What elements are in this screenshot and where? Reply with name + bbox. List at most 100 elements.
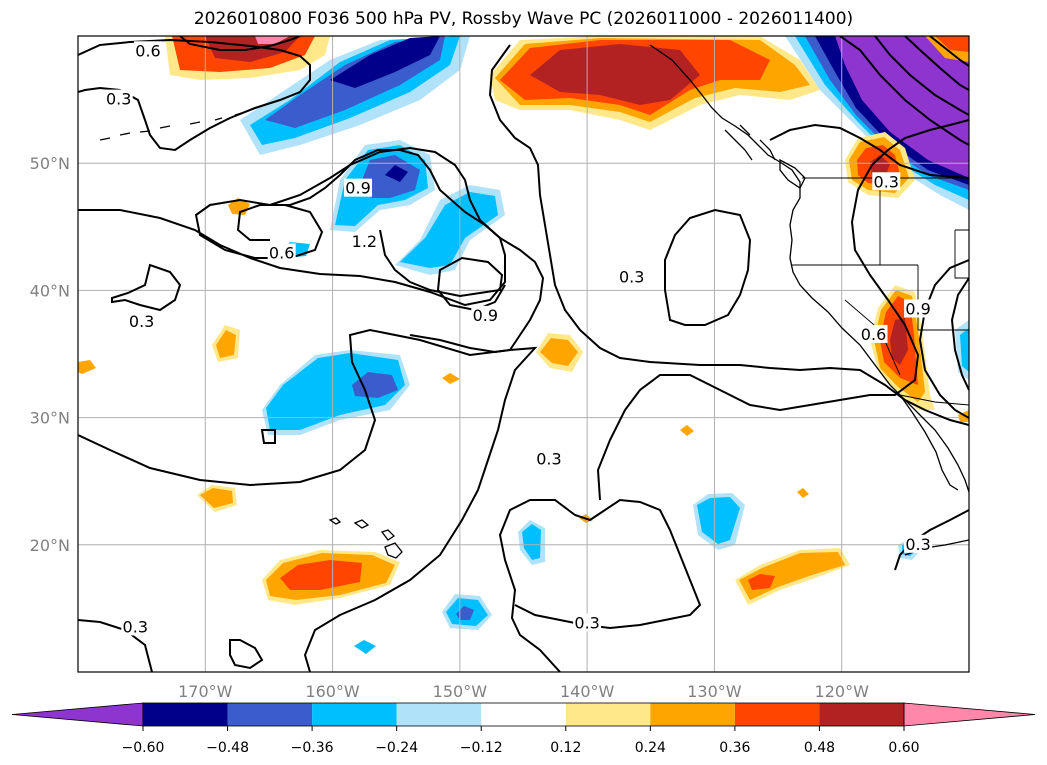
- contour-label-bg: [904, 299, 933, 318]
- colorbar: −0.60 −0.48 −0.36 −0.24 −0.12 0.12 0.24 0.36 0.4…: [11, 702, 1036, 756]
- alaska-panhandle-islands: [724, 124, 776, 161]
- contour-loop-09: [379, 229, 506, 312]
- lon-tick-label: 140°W: [560, 682, 615, 701]
- cold-anomaly-south-3-sky: [697, 497, 740, 544]
- warm-anomaly-nw-pink: [255, 36, 290, 44]
- vancouver-island: [779, 158, 806, 189]
- contour-label-bg: [121, 617, 150, 636]
- contour-south-03: [498, 498, 702, 672]
- contour-label: 0.9: [345, 179, 370, 198]
- colorbar-segment: [312, 703, 397, 726]
- colorbar-segment: [481, 703, 566, 726]
- us-mexico-border: [899, 394, 969, 406]
- cold-anomaly-tiny-1: [354, 640, 376, 654]
- cold-anomaly-south-1-royal: [456, 606, 474, 620]
- lon-tick-label: 160°W: [305, 682, 360, 701]
- contour-label: 0.3: [123, 617, 148, 636]
- lon-tick-label: 150°W: [433, 682, 488, 701]
- colorbar-extend-max: [903, 702, 1036, 727]
- warm-anomaly-goa-red: [530, 44, 700, 105]
- colorbar-tick-label: 0.24: [635, 740, 666, 756]
- colorbar-tick-label: 0.48: [804, 740, 835, 756]
- warm-anomaly-hawaii-or: [280, 560, 362, 590]
- contour-ne-lines-2: [874, 36, 969, 116]
- colorbar-segment: [565, 703, 651, 726]
- warm-anomaly-small-2-orange: [216, 330, 236, 358]
- contour-label-bg: [573, 613, 602, 632]
- cold-anomaly-subtropic-sky: [266, 353, 405, 430]
- axis-labels: 170°W 160°W 150°W 140°W 130°W 120°W 20°N 30°N 40…: [30, 154, 869, 701]
- contour-se-corner: [918, 259, 969, 419]
- contour-label: 0.3: [129, 312, 154, 331]
- aleutian-islands: [99, 111, 246, 141]
- colorbar-segment: [819, 703, 904, 726]
- contour-east-big: [596, 119, 969, 501]
- contour-label-bg: [859, 324, 888, 343]
- cold-anomaly-south-2-sky: [522, 524, 541, 560]
- north-america-coastline: [649, 44, 969, 493]
- contour-label-bg: [904, 534, 933, 553]
- lon-tick-label: 130°W: [687, 682, 742, 701]
- contour-se-corner-inner: [950, 277, 969, 391]
- contour-label-bg: [617, 267, 646, 286]
- pv-contour-layer: [78, 36, 969, 672]
- contour-label-layer: 0.6 0.3 0.9 0.6 1.2 0.3 0.9 0.3 0.3 0.3 0.3 0.9 0.6 0…: [104, 41, 933, 636]
- contour-label-bg: [872, 172, 901, 191]
- colorbar-extend-min: [11, 702, 144, 727]
- contour-ne-lines-1: [839, 36, 969, 146]
- contour-label-bg: [350, 232, 379, 251]
- contour-ne-lines-4: [929, 36, 969, 67]
- colorbar-tick-label: 0.36: [719, 740, 750, 756]
- contour-pnw-03: [769, 123, 969, 179]
- hawaii-islands: [328, 517, 403, 559]
- contour-label: 0.6: [135, 41, 160, 60]
- cold-anomaly-subtropic-royal: [352, 372, 398, 398]
- contour-label-bg: [267, 243, 296, 262]
- colorbar-tick-label: −0.24: [375, 740, 418, 756]
- contour-label: 1.2: [352, 232, 377, 251]
- contour-label: 0.6: [861, 325, 886, 344]
- colorbar-segment: [396, 703, 482, 726]
- contour-label: 0.3: [574, 614, 599, 633]
- colorbar-tick-label: −0.36: [291, 740, 334, 756]
- cold-anomaly-nw-navy: [330, 36, 440, 88]
- contour-pac-03-loop: [664, 208, 752, 326]
- contour-label-bg: [104, 89, 133, 108]
- cold-anomaly-ne-purple: [835, 36, 969, 178]
- contour-central-loop: [78, 149, 506, 307]
- lon-tick-label: 170°W: [178, 682, 233, 701]
- warm-anomaly-tiny-1: [442, 373, 460, 384]
- warm-anomaly-pnw-red: [870, 155, 890, 178]
- contour-label-bg: [471, 305, 500, 324]
- contour-west-03: [111, 263, 182, 312]
- warm-anomaly-south-east-or: [748, 574, 775, 590]
- colorbar-tick-label: −0.48: [206, 740, 249, 756]
- graticule: [78, 36, 969, 672]
- contour-label: 0.6: [269, 244, 294, 263]
- contour-label: 0.3: [619, 268, 644, 287]
- contour-nw: [78, 38, 311, 152]
- contour-label: 0.3: [536, 450, 561, 469]
- lat-tick-label: 40°N: [30, 281, 70, 300]
- contour-label: 0.3: [905, 535, 930, 554]
- colorbar-segment: [650, 703, 735, 726]
- contour-label-bg: [134, 41, 163, 60]
- map-background: [78, 36, 969, 672]
- warm-anomaly-tiny-2: [797, 488, 809, 498]
- contour-label: 0.9: [473, 306, 498, 325]
- warm-anomaly-small-4-orange: [200, 488, 233, 508]
- contour-label-bg: [534, 449, 563, 468]
- cold-anomaly-central-navy: [385, 165, 408, 182]
- contour-gulf-alaska: [488, 44, 969, 426]
- contour-label: 0.3: [106, 90, 131, 109]
- pv-shading-layer: [78, 36, 969, 654]
- warm-anomaly-tiny-3: [680, 425, 694, 436]
- colorbar-tick-label: −0.12: [460, 740, 503, 756]
- colorbar-segment: [734, 703, 820, 726]
- chart-title: 2026010800 F036 500 hPa PV, Rossby Wave …: [193, 9, 854, 29]
- map-frame: [77, 35, 970, 673]
- warm-anomaly-ne-corner-red: [935, 36, 969, 52]
- contour-label-bg: [344, 178, 373, 197]
- us-state-lines: [792, 178, 969, 376]
